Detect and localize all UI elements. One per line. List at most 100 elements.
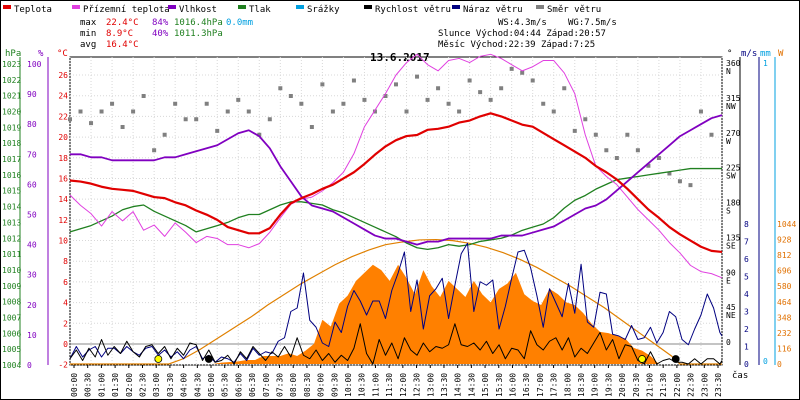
wind-dir-point: [404, 109, 409, 114]
legend-label: Tlak: [249, 5, 271, 15]
wind-dir-point: [330, 109, 335, 114]
tick-label-hpa: 1007: [2, 313, 21, 322]
wind-dir-point: [89, 121, 94, 126]
legend-label: Rychlost větru: [375, 5, 451, 15]
legend-item-pressure: Tlak: [238, 5, 271, 15]
tick-label-x: 23:30: [714, 373, 723, 397]
tick-label-deg: 270: [726, 129, 741, 138]
tick-label-pct: 100: [27, 60, 42, 69]
tick-label-ms: 0: [744, 360, 749, 369]
wind-dir-point: [204, 101, 209, 106]
stat-min-label: min: [80, 29, 96, 39]
wind-dir-point: [551, 109, 556, 114]
stat-min-press: 1011.3hPa: [174, 29, 223, 39]
sun-moon-markers: [154, 355, 680, 363]
wind-dir-point: [415, 74, 420, 79]
legend-label: Přízemní teplota: [83, 5, 170, 15]
info-block: WS:4.3m/s WG:7.5m/s Slunce Východ:04:44 …: [438, 18, 617, 50]
tick-label-x: 16:30: [522, 373, 531, 397]
info-moon: Měsíc Východ:22:39 Západ:7:25: [438, 40, 595, 50]
tick-label-ms: 3: [744, 308, 749, 317]
tick-label-hpa: 1017: [2, 155, 21, 164]
wind-dir-point: [467, 78, 472, 83]
solar-layer: [70, 238, 722, 365]
tick-label-compass: S: [726, 207, 731, 216]
stat-avg-temp: 16.4°C: [106, 40, 139, 50]
tick-label-deg: 0: [726, 338, 731, 347]
wind-dir-point: [677, 179, 682, 184]
wind-dir-point: [99, 109, 104, 114]
tick-label-x: 15:00: [481, 373, 490, 397]
tick-label-w: 348: [777, 313, 792, 322]
tick-label-hpa: 1020: [2, 108, 21, 117]
axis-header-mm: mm: [760, 49, 771, 59]
tick-label-hpa: 1019: [2, 123, 21, 132]
legend-item-wind-dir: Směr větru: [536, 5, 601, 15]
sunrise-marker: [154, 355, 163, 363]
tick-label-degc: 24: [58, 92, 68, 101]
tick-label-ms: 4: [744, 290, 749, 299]
x-axis: 00:00 00:30 01:00 01:30 02:00 02:30 03:00 03:30…: [70, 365, 723, 397]
wind-dir-point: [646, 163, 651, 168]
moonrise-marker: [671, 355, 680, 363]
tick-label-degc: 12: [58, 216, 68, 225]
legend-label: Náraz větru: [463, 5, 523, 15]
wind-dir-point: [530, 78, 535, 83]
series-ground-temp-line: [69, 53, 723, 279]
tick-label-x: 02:00: [125, 373, 134, 397]
tick-label-degc: 10: [58, 237, 68, 246]
tick-label-w: 1044: [777, 220, 796, 229]
wind-dir-point: [362, 97, 367, 102]
axis-header-w: W: [778, 49, 784, 59]
tick-label-x: 09:00: [317, 373, 326, 397]
wind-dir-point: [478, 90, 483, 95]
legend-label: Teplota: [14, 5, 52, 15]
tick-label-degc: 20: [58, 133, 68, 142]
tick-label-hpa: 1014: [2, 203, 21, 212]
stat-max-temp: 22.4°C: [106, 18, 139, 28]
wind-dir-point: [194, 117, 199, 122]
legend-item-temp: Teplota: [3, 5, 52, 15]
tick-label-deg: 135: [726, 233, 741, 242]
tick-label-compass: N: [726, 67, 731, 76]
wind-dir-point: [572, 128, 577, 133]
tick-label-hpa: 1013: [2, 218, 21, 227]
left-axes: 1023102210211020101910181017101610151014…: [2, 57, 68, 370]
tick-label-pct: 30: [27, 271, 37, 280]
tick-label-x: 16:00: [508, 373, 517, 397]
tick-label-w: 464: [777, 298, 792, 307]
sunset-marker: [638, 355, 646, 363]
wind-dir-point: [656, 156, 661, 160]
tick-label-hpa: 1010: [2, 266, 21, 275]
wind-dir-point: [299, 101, 304, 106]
tick-label-pct: 0: [27, 361, 32, 370]
tick-label-compass: SW: [726, 172, 736, 181]
tick-label-x: 12:30: [413, 373, 422, 397]
tick-label-compass: NE: [726, 311, 736, 320]
legend-label: Vlhkost: [179, 5, 217, 15]
legend-item-wind-gust: Náraz větru: [452, 5, 523, 15]
series-wind-speed-line: [69, 323, 723, 365]
tick-label-x: 00:30: [84, 373, 93, 397]
legend-label: Směr větru: [547, 5, 601, 15]
tick-label-deg: 315: [726, 94, 741, 103]
wind-dir-point: [173, 101, 178, 106]
tick-label-x: 14:00: [454, 373, 463, 397]
series-temperature-line: [69, 112, 723, 254]
wind-dir-point: [372, 109, 377, 114]
wind-dir-point: [499, 86, 504, 91]
tick-label-pct: 10: [27, 331, 37, 340]
tick-label-x: 13:00: [426, 373, 435, 397]
wind-dir-point: [351, 78, 356, 83]
tick-label-x: 11:00: [371, 373, 380, 397]
axis-header-pct: %: [38, 49, 44, 59]
tick-label-w: 0: [777, 360, 782, 369]
tick-label-hpa: 1023: [2, 60, 21, 69]
wind-dir-point: [225, 109, 230, 114]
wind-dir-point: [309, 125, 314, 129]
grid: [69, 57, 723, 366]
tick-label-x: 18:00: [563, 373, 572, 397]
tick-label-x: 01:30: [111, 373, 120, 397]
tick-label-x: 17:00: [536, 373, 545, 397]
